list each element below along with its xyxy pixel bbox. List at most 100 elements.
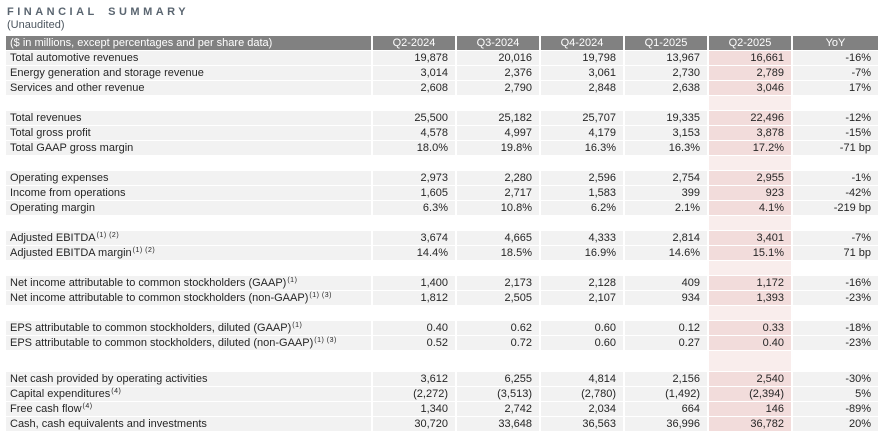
- cell-value: 4,578: [372, 125, 457, 141]
- cell-value-highlighted: 15.1%: [708, 245, 793, 261]
- row-label: Total GAAP gross margin: [6, 140, 373, 156]
- cell-value: (2,272): [372, 386, 457, 402]
- spacer-cell: [6, 260, 372, 276]
- table-row: Total revenues 25,500 25,182 25,707 19,335 22…: [6, 110, 878, 126]
- cell-value-highlighted: 2,540: [708, 371, 793, 387]
- spacer-row: [6, 95, 878, 111]
- spacer-cell: [792, 215, 878, 231]
- row-label-text: Net income attributable to common stockh…: [10, 291, 309, 304]
- spacer-cell: [792, 155, 878, 171]
- cell-value: 16.3%: [540, 140, 625, 156]
- table-row: EPS attributable to common stockholders,…: [6, 320, 878, 336]
- cell-value-highlighted: 3,401: [708, 230, 793, 246]
- table-row: Net income attributable to common stockh…: [6, 275, 878, 291]
- cell-value: 30,720: [372, 416, 457, 432]
- row-label: Adjusted EBITDA(1) (2): [6, 230, 373, 246]
- yoy-value: -12%: [792, 110, 878, 126]
- footnote-reference: (1) (3): [309, 291, 332, 299]
- spacer-cell: [456, 260, 540, 276]
- cell-value-highlighted: 1,172: [708, 275, 793, 291]
- cell-value: 2,742: [456, 401, 541, 417]
- header-col-q2-2025: Q2-2025: [708, 36, 793, 51]
- cell-value-highlighted: (2,394): [708, 386, 793, 402]
- cell-value-highlighted: 2,955: [708, 170, 793, 186]
- cell-value: 6.3%: [372, 200, 457, 216]
- cell-value: (2,780): [540, 386, 625, 402]
- cell-value-highlighted: 1,393: [708, 290, 793, 306]
- cell-value: 399: [624, 185, 709, 201]
- cell-value-highlighted: 4.1%: [708, 200, 793, 216]
- cell-value: 2,596: [540, 170, 625, 186]
- table-row: Total automotive revenues 19,878 20,016 19,…: [6, 50, 878, 66]
- cell-value: 0.60: [540, 335, 625, 351]
- spacer-cell: [372, 155, 456, 171]
- row-label: Net income attributable to common stockh…: [6, 275, 373, 291]
- cell-value-highlighted: 36,782: [708, 416, 793, 432]
- spacer-cell: [792, 95, 878, 111]
- cell-value: 14.4%: [372, 245, 457, 261]
- cell-value: 0.52: [372, 335, 457, 351]
- cell-value: 4,179: [540, 125, 625, 141]
- spacer-cell: [624, 260, 708, 276]
- table-row: Net income attributable to common stockh…: [6, 290, 878, 306]
- spacer-cell: [540, 305, 624, 321]
- row-label-text: Income from operations: [10, 186, 126, 199]
- table-row: Operating expenses 2,973 2,280 2,596 2,754 2,…: [6, 170, 878, 186]
- spacer-cell: [792, 260, 878, 276]
- cell-value: 2,608: [372, 80, 457, 96]
- cell-value: 3,674: [372, 230, 457, 246]
- cell-value-highlighted: 3,878: [708, 125, 793, 141]
- cell-value: 6,255: [456, 371, 541, 387]
- spacer-cell: [456, 95, 540, 111]
- cell-value-highlighted: 0.40: [708, 335, 793, 351]
- cell-value-highlighted: 16,661: [708, 50, 793, 66]
- spacer-cell: [372, 95, 456, 111]
- table-row: Adjusted EBITDA(1) (2) 3,674 4,665 4,333 2,8…: [6, 230, 878, 246]
- row-label-text: Net cash provided by operating activitie…: [10, 372, 208, 385]
- cell-value: 14.6%: [624, 245, 709, 261]
- cell-value: 0.12: [624, 320, 709, 336]
- yoy-value: 71 bp: [792, 245, 878, 261]
- row-label: Total automotive revenues: [6, 50, 373, 66]
- cell-value: 36,996: [624, 416, 709, 432]
- title-block: FINANCIAL SUMMARY (Unaudited): [0, 0, 878, 36]
- table-row: Net cash provided by operating activitie…: [6, 371, 878, 387]
- table-row: Adjusted EBITDA margin(1) (2) 14.4% 18.5% 1…: [6, 245, 878, 261]
- cell-value: 2.1%: [624, 200, 709, 216]
- cell-value: 2,280: [456, 170, 541, 186]
- cell-value: 16.9%: [540, 245, 625, 261]
- spacer-cell: [624, 155, 708, 171]
- cell-value: 19,878: [372, 50, 457, 66]
- cell-value: 2,730: [624, 65, 709, 81]
- row-label: Free cash flow(4): [6, 401, 373, 417]
- cell-value: 2,034: [540, 401, 625, 417]
- cell-value: 19.8%: [456, 140, 541, 156]
- spacer-cell-highlight: [708, 350, 793, 372]
- table-row: Operating margin 6.3% 10.8% 6.2% 2.1% 4.1% -21…: [6, 200, 878, 216]
- cell-value: 19,335: [624, 110, 709, 126]
- cell-value: 0.60: [540, 320, 625, 336]
- spacer-cell: [624, 305, 708, 321]
- header-units-label: ($ in millions, except percentages and p…: [6, 36, 373, 51]
- cell-value: 2,107: [540, 290, 625, 306]
- cell-value: 1,583: [540, 185, 625, 201]
- yoy-value: -23%: [792, 290, 878, 306]
- cell-value-highlighted: 22,496: [708, 110, 793, 126]
- cell-value: 18.0%: [372, 140, 457, 156]
- cell-value: 2,814: [624, 230, 709, 246]
- spacer-cell: [540, 350, 624, 372]
- row-label-text: EPS attributable to common stockholders,…: [10, 336, 314, 349]
- yoy-value: 5%: [792, 386, 878, 402]
- table-row: Income from operations 1,605 2,717 1,583 399…: [6, 185, 878, 201]
- yoy-value: -16%: [792, 50, 878, 66]
- header-col-q4-2024: Q4-2024: [540, 36, 625, 51]
- yoy-value: -219 bp: [792, 200, 878, 216]
- row-label-text: Total automotive revenues: [10, 51, 139, 64]
- row-label-text: Adjusted EBITDA: [10, 231, 96, 244]
- cell-value: 2,973: [372, 170, 457, 186]
- spacer-cell: [540, 155, 624, 171]
- spacer-cell: [456, 305, 540, 321]
- footnote-reference: (4): [111, 387, 122, 395]
- cell-value: 33,648: [456, 416, 541, 432]
- cell-value: 0.27: [624, 335, 709, 351]
